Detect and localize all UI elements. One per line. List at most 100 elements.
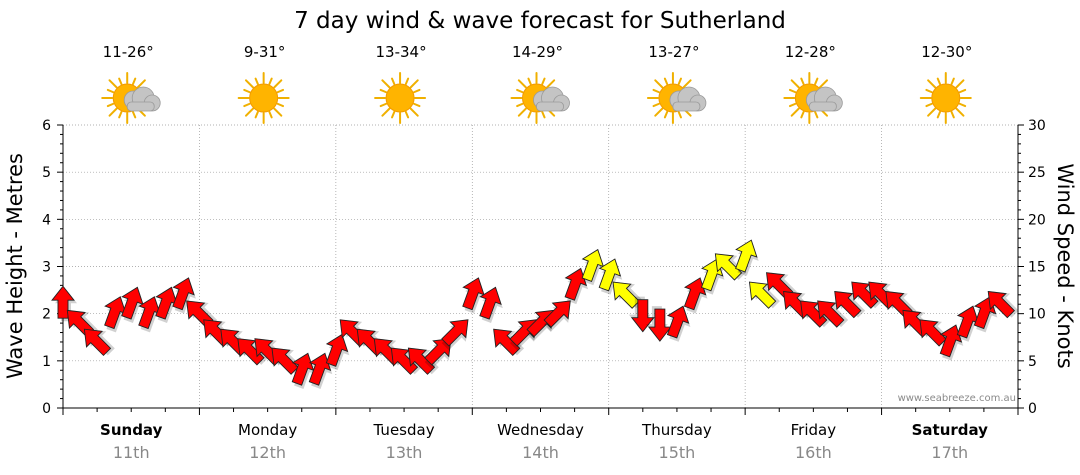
wind-arrow bbox=[493, 328, 525, 357]
wind-arrow-head bbox=[714, 253, 743, 281]
sun-ray bbox=[927, 79, 937, 89]
sun-ray bbox=[254, 77, 259, 86]
temperature-range: 12-30° bbox=[921, 43, 972, 61]
sun-ray bbox=[268, 110, 273, 119]
sun-icon bbox=[919, 72, 972, 124]
temperature-range: 9-31° bbox=[244, 43, 286, 61]
cloud bbox=[669, 86, 707, 112]
sun-ray bbox=[404, 110, 410, 119]
day-label: Sunday bbox=[100, 421, 163, 439]
wind-arrow-head bbox=[543, 300, 571, 328]
sun-ray bbox=[273, 79, 283, 89]
right-tick-label: 10 bbox=[1028, 307, 1046, 323]
sun-ray bbox=[958, 102, 967, 108]
wind-arrow bbox=[598, 258, 623, 295]
sun-ray bbox=[663, 77, 669, 86]
sun-ray bbox=[663, 110, 669, 119]
sun-ray bbox=[927, 107, 937, 117]
wind-arrow bbox=[543, 300, 571, 332]
sun-disc bbox=[385, 83, 415, 113]
wind-arrow bbox=[834, 290, 866, 319]
wind-arrow bbox=[748, 281, 780, 309]
sun-ray bbox=[950, 77, 955, 86]
wind-arrow-head bbox=[479, 286, 502, 320]
sun-ray bbox=[244, 107, 255, 117]
sun-ray bbox=[106, 102, 115, 108]
sun-ray bbox=[516, 102, 524, 108]
sun-disc bbox=[931, 83, 961, 113]
watermark: www.seabreeze.com.au bbox=[898, 393, 1016, 404]
wind-arrow-head bbox=[462, 277, 485, 311]
wind-arrow-head bbox=[598, 258, 622, 292]
sun-ray bbox=[118, 110, 123, 119]
sun-ray bbox=[412, 88, 421, 94]
temperature-range: 13-34° bbox=[376, 43, 427, 61]
sun-ray bbox=[131, 77, 137, 86]
date-label: 17th bbox=[931, 443, 968, 462]
temperature-range: 12-28° bbox=[785, 43, 836, 61]
wind-arrow-head bbox=[493, 328, 521, 357]
day-label: Friday bbox=[791, 421, 837, 439]
wind-arrow-head bbox=[666, 305, 690, 339]
temperature-range: 11-26° bbox=[103, 43, 154, 61]
sun-icon bbox=[374, 72, 427, 124]
sun-ray bbox=[404, 77, 410, 86]
sun-ray bbox=[136, 79, 146, 89]
cloud-base bbox=[808, 101, 837, 112]
wind-arrow bbox=[308, 352, 333, 389]
sun-ray bbox=[925, 102, 933, 108]
wind-arrow-head bbox=[987, 290, 1016, 319]
sun-ray bbox=[950, 110, 955, 119]
wind-arrow bbox=[612, 281, 644, 309]
sun-cloud-icon bbox=[510, 72, 570, 124]
left-tick-label: 3 bbox=[42, 260, 51, 276]
right-tick-label: 30 bbox=[1028, 118, 1046, 134]
wind-arrow-head bbox=[630, 299, 655, 333]
wind-arrow bbox=[462, 277, 486, 314]
wind-arrow bbox=[628, 296, 655, 333]
sun-rays bbox=[374, 72, 427, 124]
axes: 0 1 2 3 4 5 6 0 5 10 15 20 25 30 bbox=[42, 118, 1046, 417]
sun-ray bbox=[254, 110, 259, 119]
wind-arrow bbox=[683, 277, 708, 314]
sun-ray bbox=[541, 110, 546, 119]
sun-ray bbox=[677, 77, 682, 86]
sun-ray bbox=[788, 102, 797, 108]
left-tick-label: 4 bbox=[42, 212, 51, 228]
sun-ray bbox=[108, 107, 118, 117]
sun-ray bbox=[654, 79, 664, 89]
wind-arrow bbox=[407, 347, 439, 375]
day-label: Saturday bbox=[912, 421, 989, 439]
left-tick-label: 2 bbox=[42, 307, 51, 323]
left-tick-label: 0 bbox=[42, 401, 51, 417]
sun-cloud-icon bbox=[646, 72, 707, 124]
sun-ray bbox=[273, 107, 283, 117]
cloud bbox=[805, 86, 843, 112]
sun-ray bbox=[677, 110, 682, 119]
right-tick-label: 15 bbox=[1028, 260, 1046, 276]
wind-arrow bbox=[172, 277, 196, 314]
sun-ray bbox=[276, 88, 285, 94]
sun-ray bbox=[268, 77, 273, 86]
sun-ray bbox=[243, 102, 251, 108]
wind-arrow-head bbox=[581, 248, 605, 282]
sun-ray bbox=[652, 88, 661, 94]
wind-arrow bbox=[564, 267, 589, 305]
wind-arrow bbox=[714, 253, 746, 281]
sun-ray bbox=[955, 107, 965, 117]
sun-ray bbox=[790, 79, 800, 89]
sun-ray bbox=[652, 102, 661, 108]
sun-ray bbox=[682, 79, 692, 89]
wind-arrow bbox=[325, 333, 350, 371]
sun-ray bbox=[814, 110, 819, 119]
sun-ray bbox=[243, 88, 251, 94]
wind-arrow bbox=[817, 300, 849, 328]
wind-arrow-head bbox=[51, 285, 75, 319]
sun-ray bbox=[958, 88, 967, 94]
sun-ray bbox=[517, 107, 527, 117]
sun-ray bbox=[818, 79, 829, 89]
wind-arrow-head bbox=[172, 277, 195, 311]
wind-arrow bbox=[939, 324, 964, 361]
wind-arrow-head bbox=[424, 338, 452, 366]
